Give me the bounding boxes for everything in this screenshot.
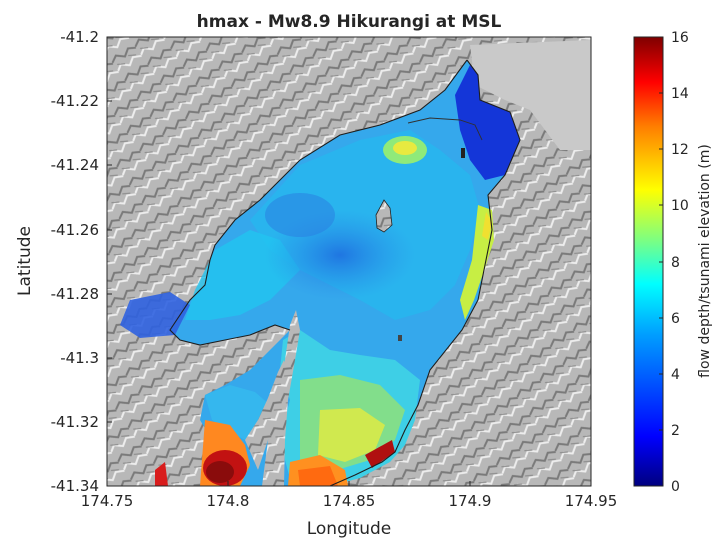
colorbar: 0 2 4 6 8 10 12 14 16 flow depth/tsunami…: [633, 30, 713, 495]
x-tick-label: 174.9: [449, 492, 492, 510]
y-axis-label: Latitude: [15, 226, 35, 296]
y-tick-label: -41.22: [51, 92, 99, 110]
y-tick-label: -41.2: [60, 28, 99, 46]
x-axis-label: Longitude: [307, 519, 392, 539]
colorbar-tick-label: 12: [671, 142, 689, 158]
x-tick-label: 174.8: [207, 492, 250, 510]
y-tick-label: -41.3: [60, 349, 99, 367]
colorbar-tick-label: 10: [671, 198, 689, 214]
y-tick-label: -41.32: [51, 413, 99, 431]
y-tick-label: -41.34: [51, 477, 99, 495]
colorbar-tick-label: 4: [671, 367, 680, 383]
y-tick-label: -41.24: [51, 156, 99, 174]
x-axis: 174.75 174.8 174.85 174.9 174.95 Longitu…: [81, 481, 618, 539]
y-tick-label: -41.26: [51, 221, 99, 239]
x-tick-label: 174.85: [323, 492, 376, 510]
colorbar-tick-label: 2: [671, 423, 680, 439]
colorbar-gradient: [633, 36, 664, 487]
y-tick-label: -41.28: [51, 285, 99, 303]
inundation-map: [107, 37, 591, 486]
island: [375, 199, 393, 233]
colorbar-tick-label: 0: [671, 479, 680, 495]
map-title: hmax - Mw8.9 Hikurangi at MSL: [197, 12, 502, 32]
x-tick-label: 174.75: [81, 492, 134, 510]
colorbar-tick-label: 14: [671, 86, 689, 102]
colorbar-tick-label: 8: [671, 255, 680, 271]
flat-land: [470, 40, 591, 150]
colorbar-tick-label: 6: [671, 311, 680, 327]
colorbar-tick-label: 16: [671, 30, 689, 46]
y-axis: -41.2 -41.22 -41.24 -41.26 -41.28 -41.3 …: [15, 28, 112, 495]
colorbar-label: flow depth/tsunami elevation (m): [697, 144, 713, 378]
x-tick-label: 174.95: [565, 492, 618, 510]
